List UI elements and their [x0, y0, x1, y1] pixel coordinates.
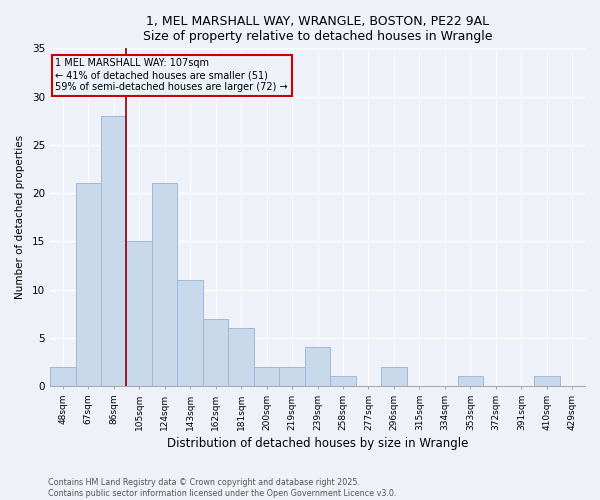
Bar	[50, 366, 76, 386]
Bar	[203, 318, 229, 386]
X-axis label: Distribution of detached houses by size in Wrangle: Distribution of detached houses by size …	[167, 437, 468, 450]
Text: 1 MEL MARSHALL WAY: 107sqm
← 41% of detached houses are smaller (51)
59% of semi: 1 MEL MARSHALL WAY: 107sqm ← 41% of deta…	[55, 58, 288, 92]
Bar	[305, 348, 330, 386]
Bar	[280, 366, 305, 386]
Title: 1, MEL MARSHALL WAY, WRANGLE, BOSTON, PE22 9AL
Size of property relative to deta: 1, MEL MARSHALL WAY, WRANGLE, BOSTON, PE…	[143, 15, 492, 43]
Bar	[178, 280, 203, 386]
Bar	[229, 328, 254, 386]
Bar	[76, 184, 101, 386]
Bar	[127, 242, 152, 386]
Bar	[381, 366, 407, 386]
Text: Contains HM Land Registry data © Crown copyright and database right 2025.
Contai: Contains HM Land Registry data © Crown c…	[48, 478, 397, 498]
Bar	[458, 376, 483, 386]
Bar	[152, 184, 178, 386]
Bar	[254, 366, 280, 386]
Bar	[101, 116, 127, 386]
Bar	[534, 376, 560, 386]
Y-axis label: Number of detached properties: Number of detached properties	[15, 135, 25, 299]
Bar	[330, 376, 356, 386]
